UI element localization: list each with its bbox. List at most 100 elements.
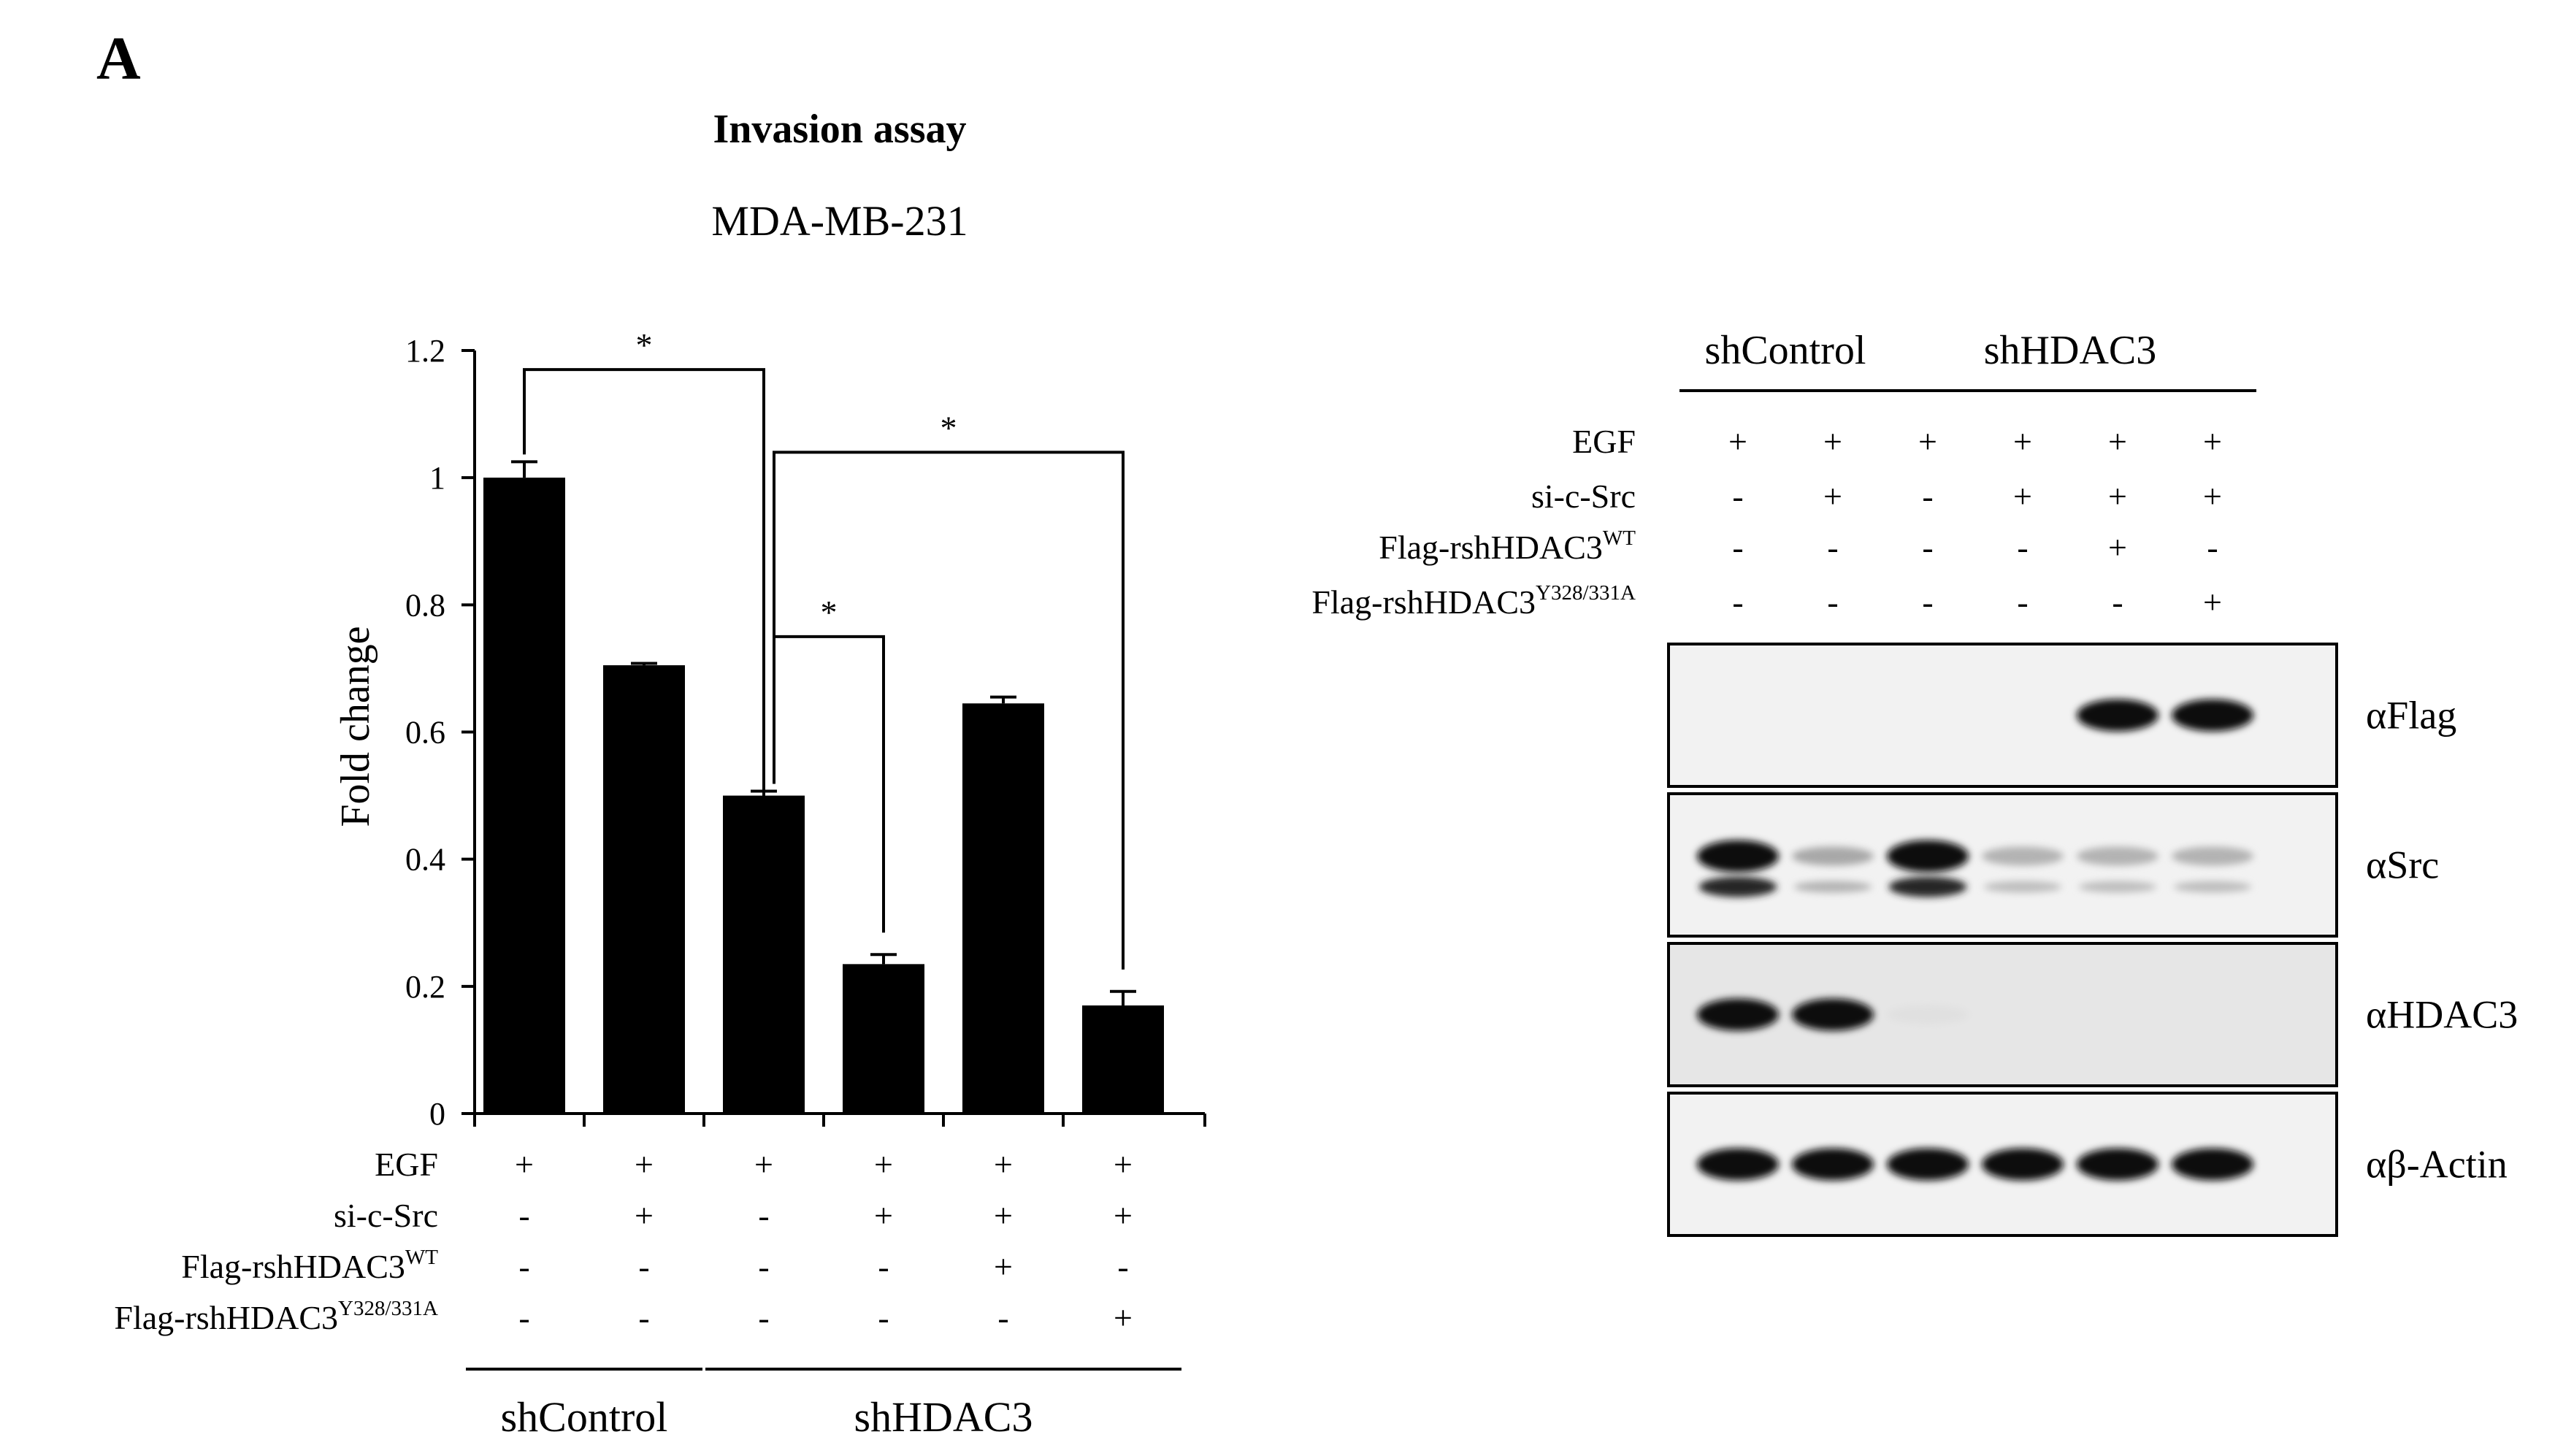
- condition-label-text: Flag-rshHDAC3: [181, 1248, 405, 1285]
- blot-antibody-label: αFlag: [2366, 694, 2456, 737]
- condition-symbol: -: [1117, 1248, 1128, 1285]
- significance-star: *: [821, 594, 838, 631]
- significance-brackets: * * *: [523, 326, 1125, 970]
- blot-band-lower: [1888, 876, 1967, 897]
- condition-symbol: -: [878, 1248, 889, 1285]
- condition-symbol: -: [758, 1248, 769, 1285]
- blot-band: [1792, 1148, 1874, 1181]
- blot-condition-symbol: +: [2108, 423, 2127, 460]
- blot-condition-symbol: +: [1823, 423, 1842, 460]
- condition-label-superscript: Y328/331A: [338, 1297, 438, 1320]
- blot-condition-symbol: -: [1827, 529, 1838, 566]
- blot-band: [2077, 846, 2158, 866]
- blot-band: [1982, 846, 2064, 866]
- y-tick-label: 0.4: [405, 842, 445, 878]
- condition-symbol: +: [635, 1146, 654, 1183]
- blot-band: [1697, 1148, 1779, 1181]
- condition-symbol: +: [635, 1197, 654, 1234]
- blot-group-label: shHDAC3: [1984, 328, 2156, 373]
- significance-star: *: [941, 409, 957, 446]
- bars: [483, 460, 1164, 1114]
- significance-star: *: [636, 326, 653, 364]
- condition-symbol: -: [638, 1248, 649, 1285]
- condition-label-text: Flag-rshHDAC3: [114, 1299, 338, 1336]
- panel-letter: A: [96, 25, 141, 93]
- condition-symbol: +: [994, 1197, 1013, 1234]
- bar: [603, 665, 685, 1114]
- blot-condition-symbol: -: [2017, 583, 2028, 621]
- condition-label-text: EGF: [375, 1146, 438, 1183]
- blot-condition-label-text: EGF: [1572, 423, 1636, 460]
- blot-panel: αFlag: [1667, 643, 2456, 788]
- condition-symbol: -: [878, 1299, 889, 1336]
- blot-band: [1887, 840, 1969, 873]
- group-label: shHDAC3: [854, 1393, 1033, 1441]
- condition-label: Flag-rshHDAC3Y328/331A: [114, 1297, 438, 1336]
- bar: [962, 703, 1044, 1114]
- blot-condition-symbol: -: [1732, 478, 1743, 515]
- condition-symbol: -: [638, 1299, 649, 1336]
- blot-condition-symbol: +: [2013, 423, 2032, 460]
- condition-symbol: +: [1114, 1197, 1133, 1234]
- chart-title: Invasion assay: [713, 107, 966, 152]
- blot-band-lower: [1698, 876, 1777, 897]
- bar: [843, 964, 924, 1114]
- blot-condition-symbol: -: [1827, 583, 1838, 621]
- blot-panel: αβ-Actin: [1667, 1092, 2508, 1237]
- blot-condition-label-superscript: WT: [1603, 526, 1636, 550]
- condition-symbol: +: [515, 1146, 534, 1183]
- blot-band-lower: [2078, 881, 2157, 893]
- blot-band: [2172, 699, 2253, 732]
- blot-condition-symbol: +: [1823, 478, 1842, 515]
- group-label: shControl: [501, 1393, 668, 1441]
- blot-condition-symbol: +: [2203, 583, 2222, 621]
- condition-symbol: -: [758, 1197, 769, 1234]
- blot-condition-label-text: Flag-rshHDAC3: [1379, 529, 1603, 566]
- y-tick-label: 0.6: [405, 715, 445, 751]
- blot-condition-symbol: +: [2013, 478, 2032, 515]
- blot-condition-symbol: -: [2207, 529, 2218, 566]
- blot-condition-label-text: Flag-rshHDAC3: [1311, 583, 1536, 621]
- blot-condition-symbol: +: [2108, 529, 2127, 566]
- condition-symbol: -: [758, 1299, 769, 1336]
- blot-band: [1982, 1148, 2064, 1181]
- condition-symbol: +: [874, 1197, 893, 1234]
- blot-antibody-label: αSrc: [2366, 843, 2439, 887]
- blot-panel: αSrc: [1667, 792, 2439, 938]
- blot-antibody-label: αβ-Actin: [2366, 1143, 2508, 1187]
- blot-condition-symbol: -: [2112, 583, 2123, 621]
- axes: [473, 350, 1206, 1127]
- condition-label: Flag-rshHDAC3WT: [181, 1246, 438, 1285]
- blot-condition-label: Flag-rshHDAC3Y328/331A: [1311, 581, 1636, 621]
- y-tick-label: 1: [429, 460, 445, 496]
- blot-band: [1697, 840, 1779, 873]
- blot-band: [2172, 846, 2253, 866]
- y-tick-label: 0.8: [405, 587, 445, 623]
- condition-label: si-c-Src: [334, 1197, 438, 1234]
- blot-condition-symbol: +: [2203, 423, 2222, 460]
- chart-condition-table: EGF + + + + + +si-c-Src - + - + + +Flag-rshHDAC3WT - -…: [114, 1146, 1181, 1441]
- blot-band-lower: [1983, 881, 2062, 893]
- western-blot: shControl shHDAC3 EGF + + + + + + si-c-Src - + - + + + F…: [1311, 328, 2518, 1237]
- blot-condition-symbol: -: [1922, 529, 1933, 566]
- chart-subtitle: MDA-MB-231: [711, 197, 968, 245]
- blot-group-label: shControl: [1705, 328, 1866, 373]
- blot-condition-label: EGF: [1572, 423, 1636, 460]
- blot-condition-symbol: +: [1918, 423, 1937, 460]
- condition-symbol: -: [518, 1248, 529, 1285]
- condition-label-superscript: WT: [405, 1246, 438, 1269]
- y-axis-ticks: 0 0.2 0.4 0.6 0.8 1 1.2: [405, 333, 475, 1132]
- y-tick-label: 0.2: [405, 969, 445, 1005]
- blot-band: [1792, 846, 1874, 866]
- blot-band: [2077, 699, 2158, 732]
- blot-band: [1887, 1148, 1969, 1181]
- blot-band-lower: [2173, 881, 2252, 893]
- blot-antibody-label: αHDAC3: [2366, 993, 2518, 1037]
- y-tick-label: 0: [429, 1096, 445, 1132]
- bar-chart: 0 0.2 0.4 0.6 0.8 1 1.2 * * * Fold change: [333, 326, 1206, 1132]
- blot-condition-symbol: -: [2017, 529, 2028, 566]
- y-tick-label: 1.2: [405, 333, 445, 369]
- condition-symbol: +: [1114, 1299, 1133, 1336]
- significance-bracket: [773, 451, 1125, 970]
